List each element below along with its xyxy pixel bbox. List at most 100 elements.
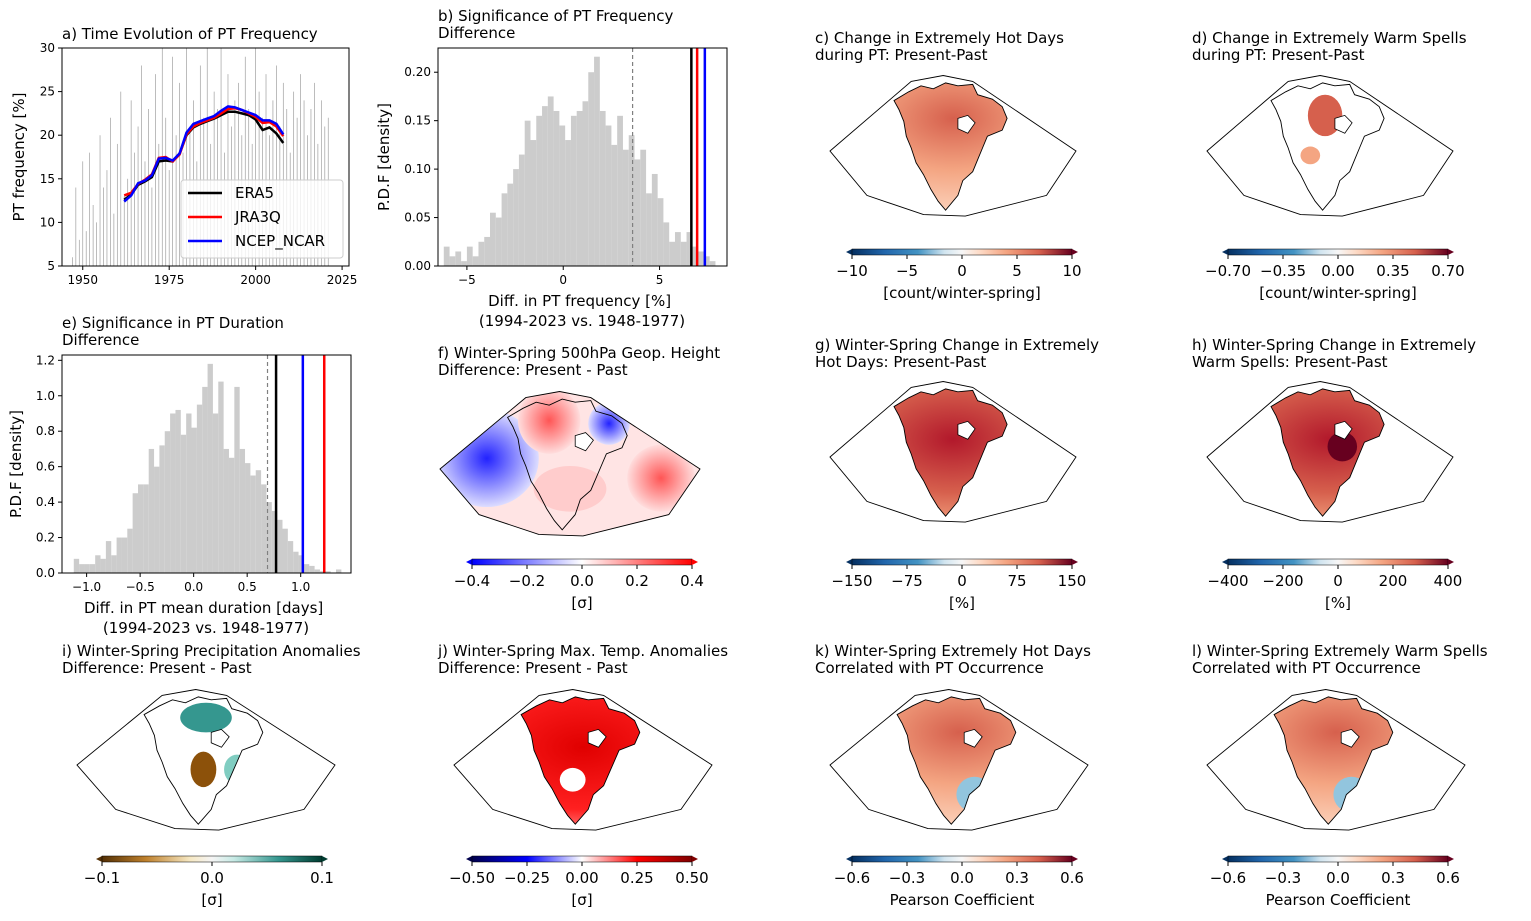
hudson-bay [1340,728,1360,748]
histogram-bar [277,519,283,573]
panel-a-title: a) Time Evolution of PT Frequency [62,25,318,43]
histogram-bar [594,56,600,266]
histogram-bar [698,251,704,266]
histogram-bar [686,232,693,266]
colorbar-tick-label: −0.70 [1205,262,1251,280]
colorbar: −0.70 −0.35 0.00 0.35 0.70 [count/winter-spri… [1205,248,1465,302]
histogram-bar [170,413,176,573]
map-view [1206,381,1454,523]
negative-correlation [956,776,993,813]
y-tick-label: 0.20 [404,65,431,79]
hudson-bay [957,420,976,440]
panel-f-title: f) Winter-Spring 500hPa Geop. Height Diff… [438,344,720,379]
coastline [893,388,1008,517]
field-fill [521,696,640,825]
panel-d-title: d) Change in Extremely Warm Spells during… [1192,29,1467,64]
colorbar-tick-label: −200 [1262,572,1303,590]
y-tick-label: 0.00 [404,259,431,273]
map-view [829,75,1077,217]
colorbar-tick-label: −0.3 [1265,869,1301,887]
x-tick-label: 1.0 [291,580,310,594]
panel-e-vlines [266,355,326,573]
histogram-bar [507,183,514,266]
y-tick-label: 1.0 [36,389,55,403]
colorbar-label: [%] [949,594,975,612]
coastline [1270,388,1385,517]
colorbar-tick-label: 0.4 [680,572,704,590]
colorbar: −150 −75 0 75 150 [%] [831,558,1086,612]
colorbar-label: [count/winter-spring] [1259,284,1416,302]
histogram-bar [218,381,224,573]
panel-b-title-line-2: Difference [438,24,515,42]
map-boundary [76,689,336,831]
panel-e-xticks: −1.0 −0.5 0.0 0.5 1.0 [72,573,310,594]
colorbar-extend-max [322,856,328,862]
colorbar-extend-min [1222,249,1228,255]
histogram-bar [680,241,687,266]
histogram-bar [314,569,320,573]
colorbar-tick-label: 0.0 [200,869,224,887]
colorbar-extend-max [692,856,698,862]
histogram-bar [325,571,331,573]
panel-i-title: i) Winter-Spring Precipitation Anomalies… [62,642,361,677]
panel-g: g) Winter-Spring Change in Extremely Hot … [815,336,1099,612]
colorbar-extend-min [96,856,102,862]
histogram-bar [669,241,675,266]
colorbar-extend-max [1448,856,1454,862]
colorbar-ramp [1227,558,1449,566]
field-fill [894,82,1008,211]
x-tick-label: 1975 [154,273,185,287]
histogram-bar [495,217,502,266]
y-tick-label: 0.0 [36,566,55,580]
histogram-bar [239,448,246,573]
histogram-bar [750,263,756,266]
colorbar-tick-label: 0.6 [1060,869,1084,887]
panel-e-frame [61,354,352,574]
panel-a-xticks: 1950 1975 2000 2025 [67,266,357,287]
histogram-bar [455,251,462,266]
negative-correlation [1333,776,1370,813]
histogram-bar [692,246,699,266]
histogram-bar [657,198,664,266]
x-tick-label: 1950 [67,273,98,287]
panel-b-vlines [631,48,707,266]
histogram-bar [490,212,496,266]
panel-h-title: h) Winter-Spring Change in Extremely Warm… [1192,336,1476,371]
histogram-bar [651,173,658,266]
panel-e-yticks: 0.0 0.2 0.4 0.6 0.8 1.0 1.2 [36,353,62,580]
histogram-bar [271,510,278,573]
histogram-bar [513,169,519,266]
histogram-bar [576,110,583,266]
histogram-bar [565,140,571,266]
histogram-bar [663,222,670,266]
histogram-bar [202,386,208,573]
histogram-bar [553,110,560,266]
colorbar-extend-max [1448,559,1454,565]
histogram-bar [443,246,450,266]
colorbar-tick-label: 0.50 [675,869,708,887]
hudson-bay [210,728,230,748]
panel-a-frame [61,47,350,267]
map-view [439,391,701,537]
colorbar-tick-label: 0.00 [1321,262,1354,280]
colorbar-tick-label: 0.25 [620,869,653,887]
coastline [893,82,1008,211]
histogram-bar [466,246,473,266]
colorbar-tick-label: 0.3 [1005,869,1029,887]
histogram-bar [228,457,235,573]
map-boundary [829,75,1077,217]
series-line-ncep-ncar [123,105,285,203]
colorbar-tick-label: 200 [1379,572,1408,590]
histogram-bar [298,555,304,573]
histogram-bar [484,236,491,266]
histogram-bar [116,537,122,573]
colorbar-tick-label: 0.0 [1326,869,1350,887]
panel-l: l) Winter-Spring Extremely Warm Spells Co… [1192,642,1488,909]
histogram-bar [164,431,171,573]
panel-i: i) Winter-Spring Precipitation Anomalies… [62,642,361,909]
panel-a-ylabel: PT frequency [%] [10,93,28,222]
panel-b-xlabel: Diff. in PT frequency [%] (1994-2023 vs.… [479,292,685,330]
panel-e-title-line-2: Difference [62,331,139,349]
colorbar: −0.6 −0.3 0.0 0.3 0.6 Pearson Coefficient [834,855,1084,909]
coastline [520,696,641,825]
